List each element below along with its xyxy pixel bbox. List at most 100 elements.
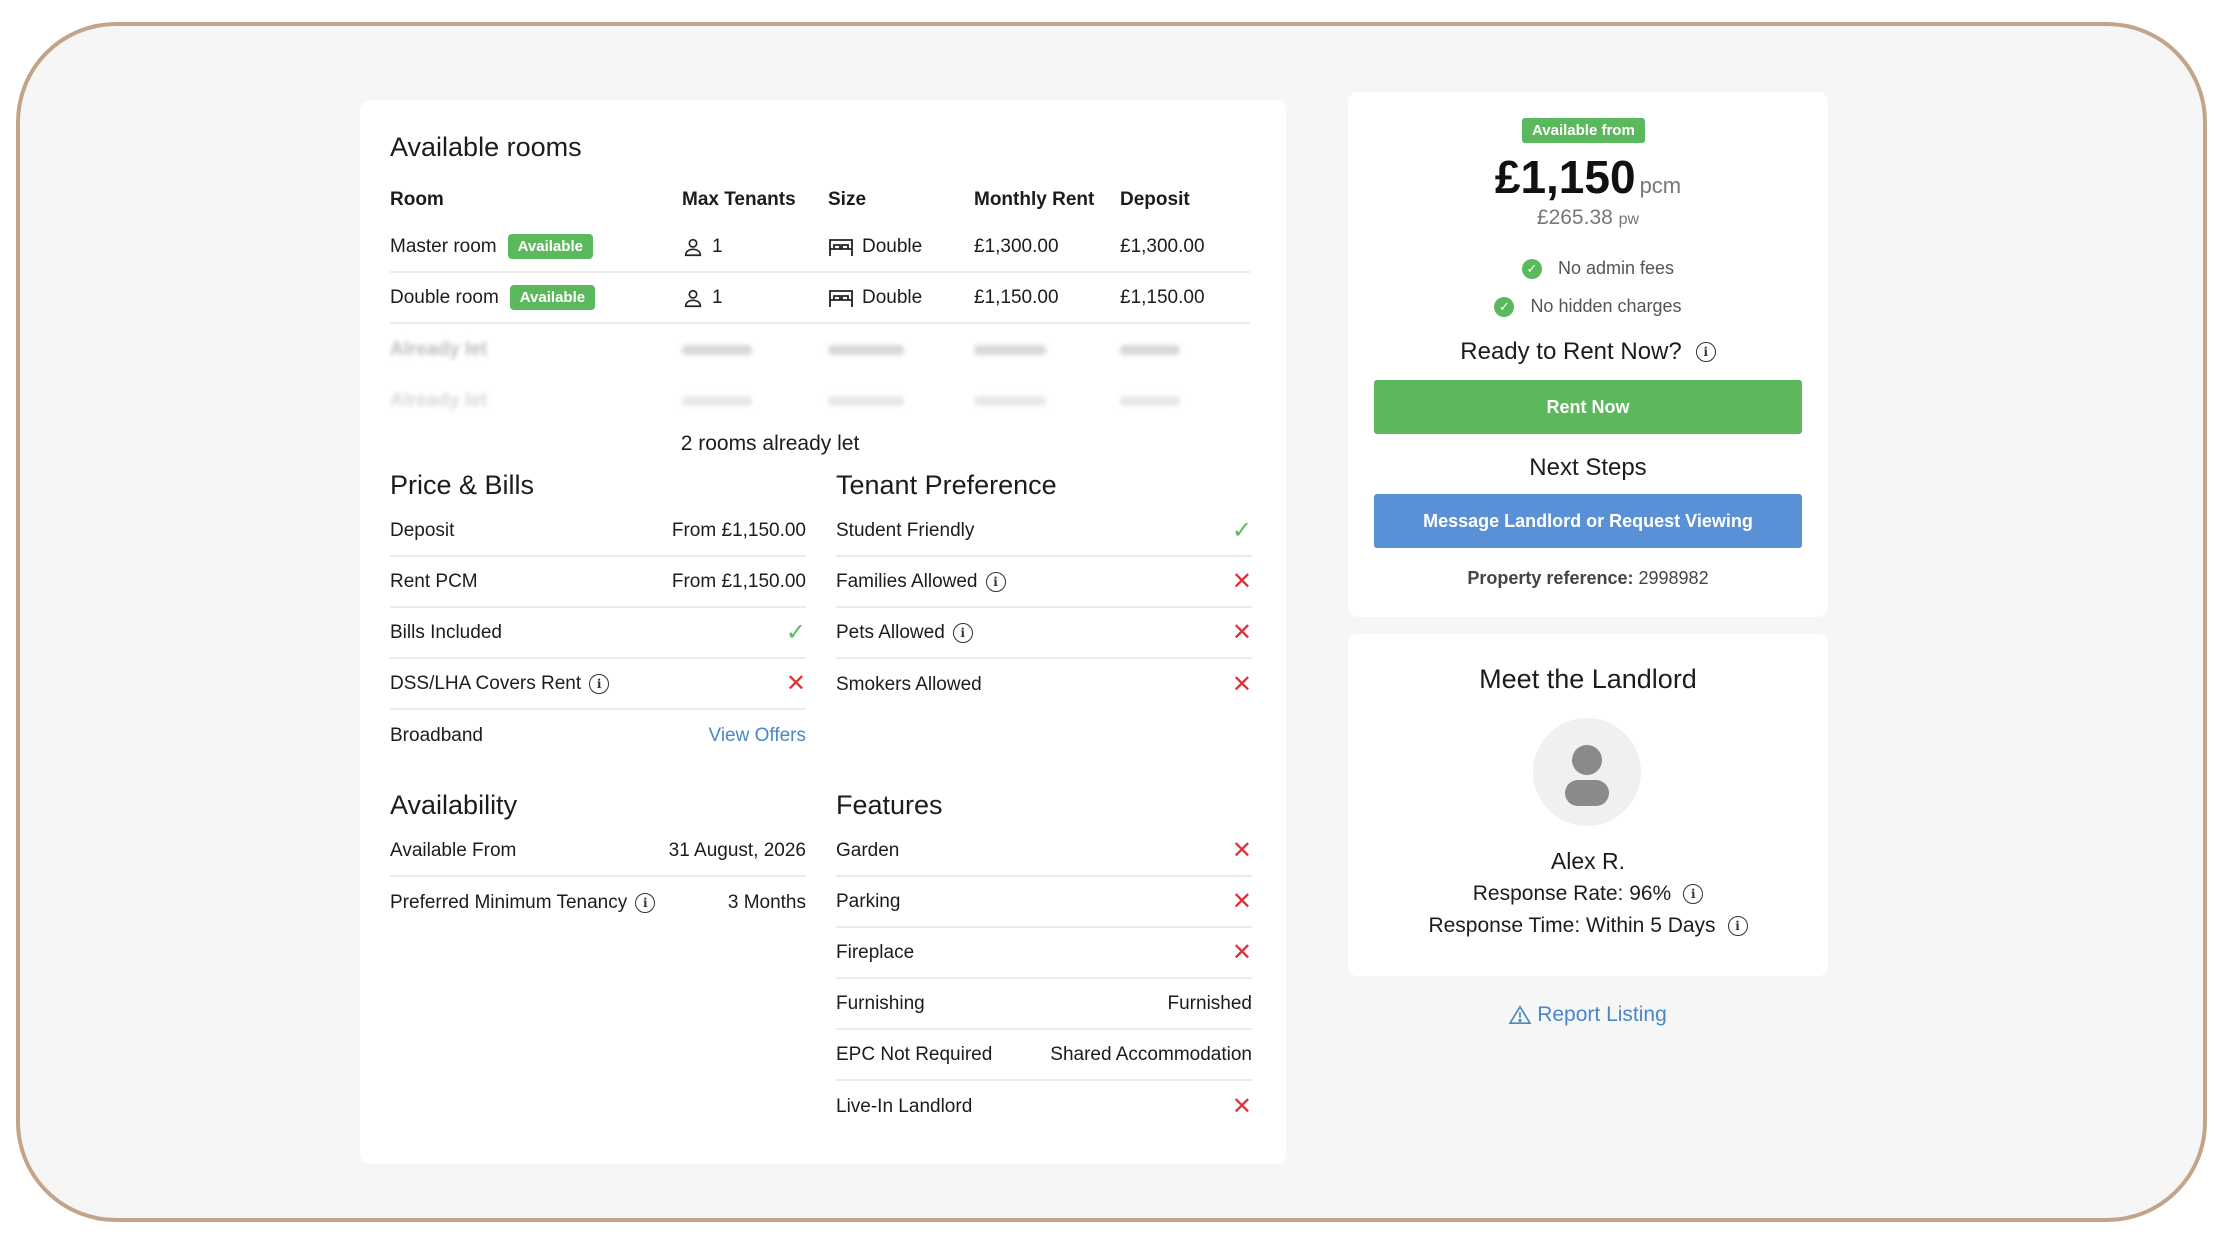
- avatar: [1533, 718, 1641, 826]
- col-size: Size: [828, 189, 867, 210]
- response-time: Response Time: Within 5 Days i: [1348, 914, 1828, 938]
- room-row-master[interactable]: Master room Available 1 Double £1,300.00…: [390, 222, 1250, 273]
- price-bills-list: Deposit From £1,150.00 Rent PCM From £1,…: [390, 506, 806, 761]
- bed-icon: [828, 287, 854, 309]
- row-label: Fireplace: [836, 941, 915, 963]
- property-reference: Property reference: 2998982: [1348, 568, 1828, 589]
- user-silhouette-icon: [1565, 745, 1609, 806]
- row-label: Available From: [390, 839, 517, 861]
- price-card: Available from £1,150 pcm £265.38 pw ✓ No…: [1348, 92, 1828, 617]
- rent-pcm-row: Rent PCM From £1,150.00: [390, 557, 806, 608]
- let-room-label: Already let: [390, 338, 488, 360]
- row-value: 31 August, 2026: [668, 839, 806, 861]
- room-tenants: 1: [712, 235, 723, 257]
- ref-label: Property reference:: [1467, 568, 1634, 588]
- furnishing-row: Furnishing Furnished: [836, 979, 1252, 1030]
- ref-value: 2998982: [1638, 568, 1709, 588]
- available-badge: Available: [507, 234, 593, 259]
- person-icon: [682, 236, 704, 258]
- info-icon[interactable]: i: [1695, 342, 1716, 362]
- info-icon[interactable]: i: [1727, 916, 1748, 936]
- smokers-allowed-row: Smokers Allowed ✕: [836, 659, 1252, 710]
- row-label: Live-In Landlord: [836, 1095, 973, 1117]
- row-label: Preferred Minimum Tenancy: [390, 891, 628, 913]
- rooms-table-header: Room Max Tenants Size Monthly Rent Depos…: [390, 178, 1250, 222]
- row-label: EPC Not Required: [836, 1043, 993, 1065]
- row-value: Furnished: [1167, 992, 1253, 1014]
- price-unit: pcm: [1639, 173, 1682, 198]
- landlord-name: Alex R.: [1550, 848, 1626, 874]
- student-friendly-row: Student Friendly ✓: [836, 506, 1252, 557]
- check-icon: ✓: [785, 618, 806, 646]
- col-room: Room: [390, 189, 444, 210]
- rooms-title: Available rooms: [390, 132, 582, 162]
- price-amount: £1,150: [1494, 151, 1636, 203]
- info-icon[interactable]: i: [635, 892, 656, 913]
- info-icon[interactable]: i: [589, 673, 610, 694]
- info-icon[interactable]: i: [1683, 884, 1704, 904]
- row-label: Pets Allowed: [836, 621, 945, 643]
- col-monthly-rent: Monthly Rent: [974, 189, 1095, 210]
- room-size: Double: [862, 286, 923, 308]
- available-from-row: Available From 31 August, 2026: [390, 826, 806, 877]
- cross-icon: ✕: [1231, 1092, 1252, 1120]
- warning-icon: [1509, 1005, 1532, 1024]
- row-label: Deposit: [390, 519, 455, 541]
- perk-text: No admin fees: [1557, 258, 1675, 278]
- cross-icon: ✕: [1231, 567, 1252, 595]
- perk-text: No hidden charges: [1530, 296, 1682, 316]
- tenant-preference-list: Student Friendly ✓ Families Allowed i ✕ …: [836, 506, 1252, 710]
- ready-to-rent: Ready to Rent Now? i: [1348, 338, 1828, 366]
- property-details-card: Available rooms Room Max Tenants Size Mo…: [360, 100, 1286, 1164]
- response-time-text: Response Time: Within 5 Days: [1428, 914, 1716, 937]
- row-value: From £1,150.00: [671, 570, 806, 592]
- bed-icon: [828, 236, 854, 258]
- deposit-row: Deposit From £1,150.00: [390, 506, 806, 557]
- room-tenants: 1: [712, 286, 723, 308]
- price: £1,150 pcm: [1348, 150, 1828, 204]
- features-list: Garden ✕ Parking ✕ Fireplace ✕ Furnishin…: [836, 826, 1252, 1132]
- available-badge: Available: [509, 285, 596, 310]
- room-rent: £1,150.00: [974, 286, 1059, 308]
- let-room-label: Already let: [390, 389, 488, 411]
- landlord-title: Meet the Landlord: [1479, 664, 1697, 694]
- min-tenancy-row: Preferred Minimum Tenancy i 3 Months: [390, 877, 806, 928]
- info-icon[interactable]: i: [985, 571, 1006, 592]
- room-deposit: £1,150.00: [1120, 286, 1205, 308]
- info-icon[interactable]: i: [952, 622, 973, 643]
- ready-text: Ready to Rent Now?: [1460, 338, 1682, 365]
- fireplace-row: Fireplace ✕: [836, 928, 1252, 979]
- features-title: Features: [836, 790, 943, 820]
- row-value: Shared Accommodation: [1050, 1043, 1252, 1065]
- report-listing-link[interactable]: Report Listing: [1348, 1003, 1828, 1027]
- cross-icon: ✕: [1231, 887, 1252, 915]
- bills-included-row: Bills Included ✓: [390, 608, 806, 659]
- weekly-price: £265.38 pw: [1348, 206, 1828, 230]
- room-name: Master room: [390, 235, 497, 257]
- weekly-amount: £265.38: [1536, 206, 1613, 229]
- perk-no-admin-fees: ✓ No admin fees: [1348, 258, 1828, 279]
- room-deposit: £1,300.00: [1120, 235, 1205, 257]
- check-icon: ✓: [1231, 516, 1252, 544]
- row-label: Smokers Allowed: [836, 673, 982, 695]
- rent-now-button[interactable]: Rent Now: [1374, 380, 1802, 434]
- row-label: Furnishing: [836, 992, 925, 1014]
- col-max-tenants: Max Tenants: [682, 189, 796, 210]
- let-room-row: Already let: [390, 324, 1250, 375]
- row-label: Parking: [836, 890, 901, 912]
- cross-icon: ✕: [1231, 836, 1252, 864]
- room-size: Double: [862, 235, 923, 257]
- let-room-row: Already let: [390, 375, 1250, 426]
- view-offers-link[interactable]: View Offers: [708, 724, 806, 746]
- cross-icon: ✕: [1231, 938, 1252, 966]
- row-label: Bills Included: [390, 621, 502, 643]
- perk-no-hidden-charges: ✓ No hidden charges: [1348, 296, 1828, 317]
- row-value: From £1,150.00: [671, 519, 806, 541]
- availability-title: Availability: [390, 790, 518, 820]
- row-label: Student Friendly: [836, 519, 975, 541]
- report-listing-text: Report Listing: [1537, 1003, 1667, 1026]
- message-landlord-button[interactable]: Message Landlord or Request Viewing: [1374, 494, 1802, 548]
- cross-icon: ✕: [1231, 670, 1252, 698]
- response-rate: Response Rate: 96% i: [1348, 882, 1828, 906]
- room-row-double[interactable]: Double room Available 1 Double £1,150.00…: [390, 273, 1250, 324]
